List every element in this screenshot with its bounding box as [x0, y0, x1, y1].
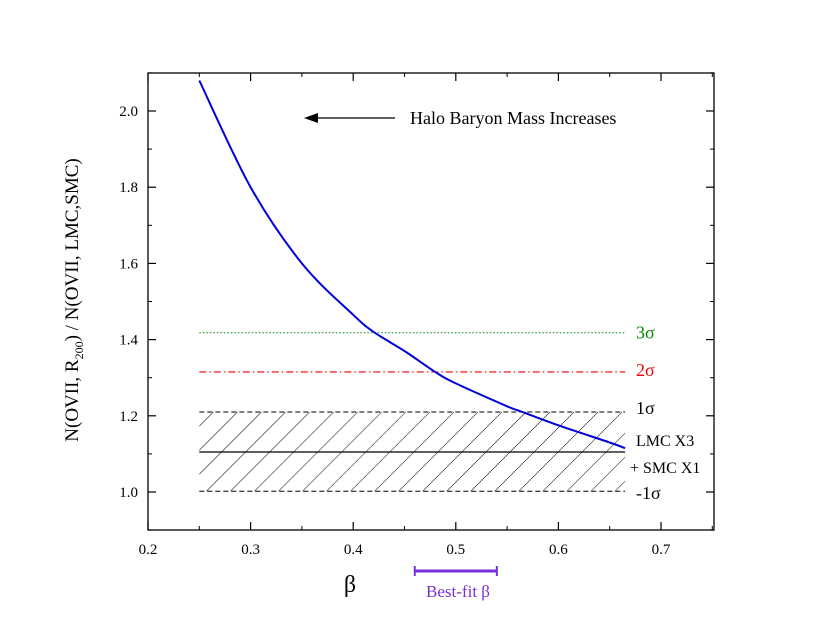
sigma-label-2: 1σ [636, 398, 655, 418]
sigma-label-1: 2σ [636, 360, 655, 380]
best-fit-indicator [413, 566, 498, 576]
arrow-annotation-text: Halo Baryon Mass Increases [410, 108, 616, 128]
tick-layer: 0.2 0.3 0.4 0.5 0.6 0.7 1.0 1.2 1.4 1.6 1.8 2.0 [119, 72, 714, 558]
y-axis-label-rest: ) / N(OVII, LMC,SMC) [62, 158, 83, 341]
y-tick-label: 1.6 [119, 256, 138, 272]
y-axis-label: N(OVII, R200) / N(OVII, LMC,SMC) [62, 158, 86, 441]
series-line-0 [198, 80, 626, 450]
x-tick-label: 0.2 [139, 542, 158, 558]
arrow-head-icon [304, 113, 318, 123]
y-tick-label: 2.0 [119, 104, 138, 120]
label-lmc: LMC X3 [636, 433, 694, 450]
x-tick-label: 0.3 [241, 542, 260, 558]
reference-lines-layer: 3σ 2σ 1σ -1σ [199, 323, 661, 503]
x-axis-label: β [344, 572, 356, 598]
label-smc: + SMC X1 [630, 460, 700, 477]
x-tick-label: 0.6 [549, 542, 568, 558]
y-tick-label: 1.4 [119, 333, 138, 349]
x-tick-label: 0.7 [652, 542, 671, 558]
y-axis-label-main: N(OVII, R [62, 359, 83, 442]
sigma-label-0: 3σ [636, 323, 655, 343]
best-fit-label: Best-fit β [426, 582, 490, 601]
x-tick-label: 0.5 [446, 542, 465, 558]
curve-layer [198, 80, 626, 450]
y-tick-label: 1.0 [119, 485, 138, 501]
arrow-annotation: Halo Baryon Mass Increases [304, 108, 616, 128]
y-tick-label: 1.2 [119, 409, 138, 425]
y-axis-label-sub: 200 [72, 341, 86, 359]
y-tick-label: 1.8 [119, 180, 138, 196]
x-tick-label: 0.4 [344, 542, 363, 558]
sigma-label-4: -1σ [636, 483, 661, 503]
